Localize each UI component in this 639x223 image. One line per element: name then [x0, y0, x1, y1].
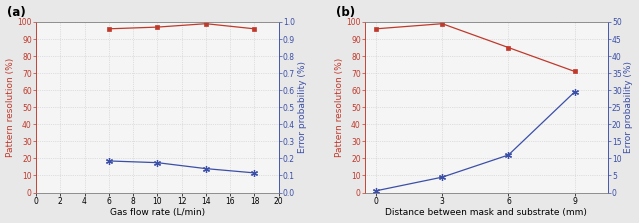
Y-axis label: Error probability (%): Error probability (%) — [298, 61, 307, 153]
Y-axis label: Error probability (%): Error probability (%) — [624, 61, 633, 153]
X-axis label: Gas flow rate (L/min): Gas flow rate (L/min) — [110, 209, 205, 217]
Text: (b): (b) — [336, 6, 355, 19]
Y-axis label: Pattern resolution (%): Pattern resolution (%) — [335, 58, 344, 157]
Y-axis label: Pattern resolution (%): Pattern resolution (%) — [6, 58, 15, 157]
X-axis label: Distance between mask and substrate (mm): Distance between mask and substrate (mm) — [385, 209, 587, 217]
Text: (a): (a) — [7, 6, 26, 19]
